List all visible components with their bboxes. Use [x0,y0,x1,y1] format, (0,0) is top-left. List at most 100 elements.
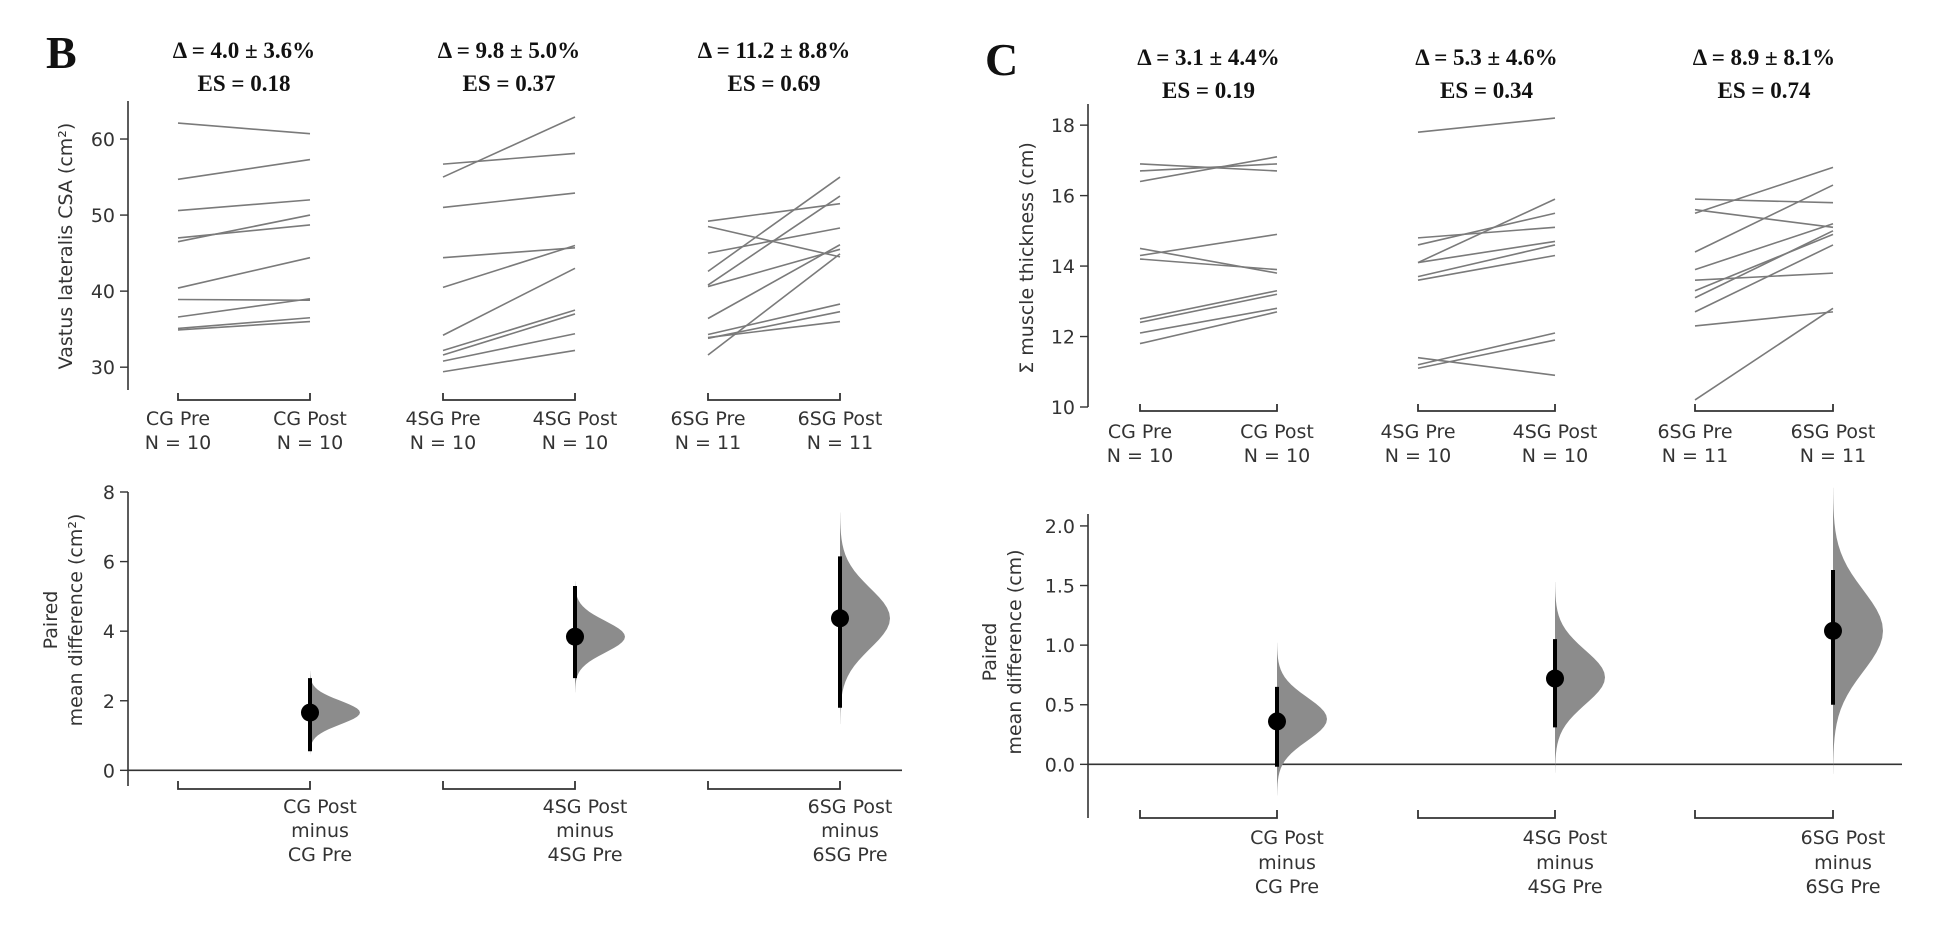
bootstrap-distribution [1833,487,1883,774]
y-tick-label-bottom: 6 [103,552,115,574]
y-tick-label-bottom: 1.0 [1045,635,1075,657]
paired-slope-line [707,253,841,356]
bootstrap-distribution [310,670,360,755]
mean-difference-point [1824,621,1842,640]
contrast-label-line1: 6SG Post [1801,827,1886,849]
mean-difference-point [1268,712,1286,731]
paired-slope-line [442,192,576,209]
paired-slope-line [1417,356,1556,377]
contrast-label-line3: 4SG Pre [1527,876,1602,898]
y-tick-label-bottom: 4 [103,621,115,643]
paired-slope-line [177,122,311,135]
delta-annotation: Δ = 11.2 ± 8.8% [698,38,851,63]
x-label-pre-n: N = 10 [145,432,211,454]
effect-size-annotation: ES = 0.34 [1440,78,1533,103]
y-tick-label-top: 10 [1051,397,1075,419]
contrast-label-line3: 4SG Pre [547,844,622,866]
paired-slope-line [442,244,576,289]
delta-annotation: Δ = 5.3 ± 4.6% [1415,45,1557,70]
x-label-post: 6SG Post [798,408,883,430]
x-label-pre-n: N = 10 [1107,445,1173,467]
mean-difference-point [1546,669,1564,688]
paired-slope-line [177,214,311,243]
group-bracket-bottom [442,781,576,790]
paired-slope-line [1417,212,1556,246]
contrast-label-line1: 4SG Post [1523,827,1608,849]
effect-size-annotation: ES = 0.37 [463,71,556,96]
paired-slope-line [442,349,576,373]
y-tick-label-top: 50 [91,205,115,227]
x-label-pre-n: N = 10 [1385,445,1451,467]
paired-slope-line [1694,244,1834,313]
y-tick-label-top: 14 [1051,256,1075,278]
x-label-post: 6SG Post [1791,421,1876,443]
panel-letter: B [46,27,77,78]
y-tick-label-bottom: 2 [103,691,115,713]
paired-slope-line [442,309,576,352]
paired-slope-line [442,116,576,178]
contrast-label-line3: 6SG Pre [812,844,887,866]
paired-slope-line [177,158,311,181]
paired-slope-line [1694,184,1834,253]
paired-slope-line [177,297,311,318]
paired-slope-line [1417,240,1556,264]
delta-annotation: Δ = 4.0 ± 3.6% [173,38,315,63]
paired-slope-line [707,244,841,320]
x-label-post-n: N = 10 [277,432,343,454]
effect-size-annotation: ES = 0.69 [728,71,821,96]
group-bracket-bottom [1694,810,1834,819]
contrast-label-line2: minus [556,820,614,842]
delta-annotation: Δ = 3.1 ± 4.4% [1137,45,1279,70]
y-axis-label-bottom-line1: Paired [40,591,62,650]
group-bracket-bottom [1139,810,1278,819]
paired-slope-line [1694,272,1834,281]
paired-slope-line [707,310,841,340]
contrast-label-line1: 4SG Post [543,796,628,818]
group-bracket-bottom [1417,810,1556,819]
paired-slope-line [707,320,841,339]
y-axis-label-bottom-line1: Paired [979,623,1001,682]
contrast-label-line3: 6SG Pre [1805,876,1880,898]
contrast-label-line2: minus [1814,852,1872,874]
contrast-label-line1: CG Post [1250,827,1324,849]
delta-annotation: Δ = 9.8 ± 5.0% [438,38,580,63]
panel-letter: C [985,34,1018,85]
contrast-label-line2: minus [1536,852,1594,874]
y-axis-label-top: Σ muscle thickness (cm) [1016,142,1038,374]
paired-slope-line [177,316,311,330]
group-bracket-top [442,393,576,401]
paired-slope-line [707,248,841,288]
paired-slope-line [1694,223,1834,271]
paired-slope-line [1417,198,1556,264]
paired-slope-line [1139,258,1278,271]
y-tick-label-top: 40 [91,281,115,303]
x-label-pre-n: N = 11 [675,432,741,454]
y-tick-label-bottom: 0.0 [1045,754,1075,776]
paired-slope-line [177,256,311,289]
contrast-label-line2: minus [1258,852,1316,874]
paired-slope-line [1417,226,1556,239]
x-label-post: CG Post [273,408,347,430]
y-axis-label-bottom-line2: mean difference (cm²) [65,514,87,727]
contrast-label-line2: minus [291,820,349,842]
x-label-pre: 6SG Pre [1657,421,1732,443]
y-tick-label-top: 18 [1051,115,1075,137]
paired-slope-line [1417,117,1556,133]
y-axis-label-bottom-line2: mean difference (cm) [1004,549,1026,754]
effect-size-annotation: ES = 0.19 [1162,78,1255,103]
paired-slope-line [707,195,841,286]
paired-slope-line [1694,311,1834,327]
y-axis-label-top: Vastus lateralis CSA (cm²) [55,123,77,370]
effect-size-annotation: ES = 0.74 [1718,78,1811,103]
contrast-label-line3: CG Pre [1255,876,1319,898]
group-bracket-top [707,393,841,401]
panel-c: C 10 12 14 16 18 Σ muscle thickness (cm) Δ = 3.… [979,34,1902,898]
y-tick-label-top: 12 [1051,327,1075,349]
paired-slope-line [1417,244,1556,278]
paired-slope-line [707,202,841,222]
x-label-post-n: N = 11 [1800,445,1866,467]
bootstrap-distribution [840,512,890,725]
paired-slope-line [1694,166,1834,214]
paired-slope-line [442,313,576,356]
